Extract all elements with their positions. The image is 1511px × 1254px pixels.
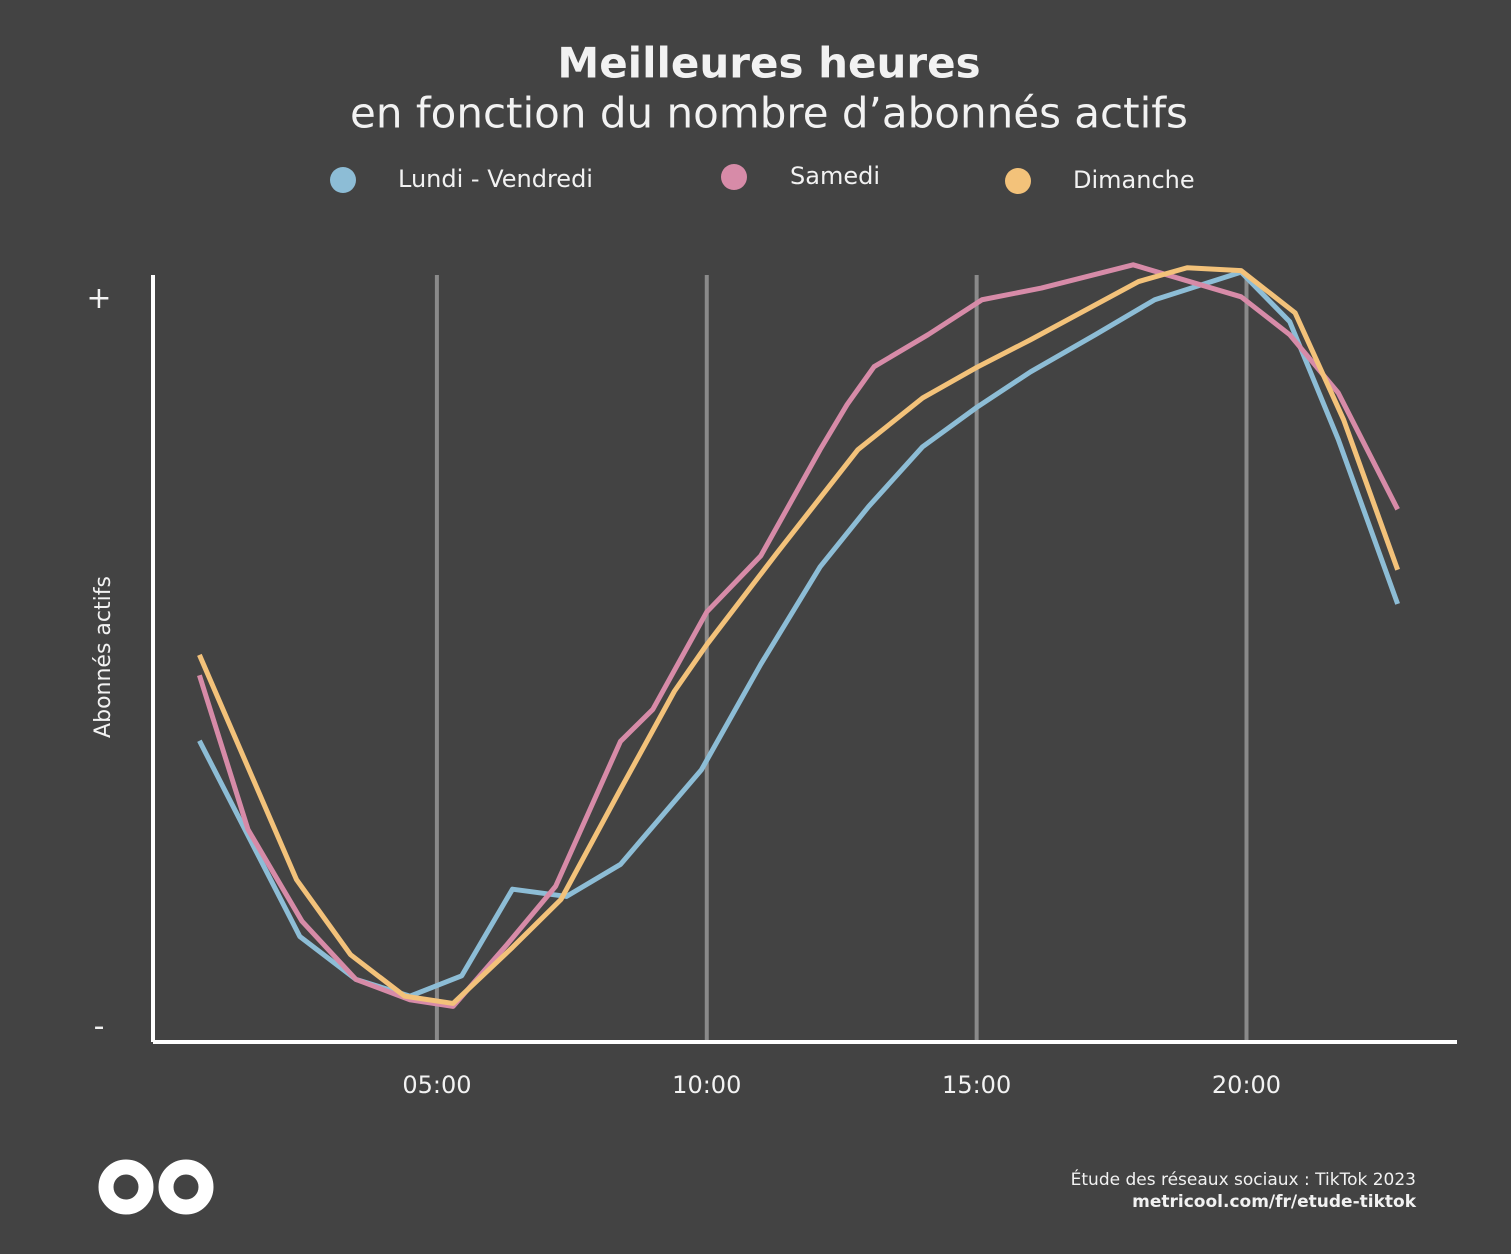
- legend-marker: [330, 167, 356, 193]
- y-tick-label: +: [86, 281, 111, 316]
- logo-ring: [158, 1159, 214, 1215]
- chart-subtitle: en fonction du nombre d’abonnés actifs: [350, 89, 1188, 138]
- legend-label: Lundi - Vendredi: [398, 165, 593, 193]
- legend-label: Dimanche: [1073, 166, 1195, 194]
- source: Étude des réseaux sociaux : TikTok 2023: [1071, 1168, 1416, 1190]
- series-line: [197, 269, 1400, 999]
- y-axis-label: Abonnés actifs: [91, 576, 116, 738]
- x-tick-label: 05:00: [402, 1071, 471, 1099]
- x-tick-label: 15:00: [942, 1071, 1011, 1099]
- x-tick-label: 10:00: [672, 1071, 741, 1099]
- series-line: [197, 265, 1400, 1006]
- y-tick-label: -: [94, 1009, 105, 1044]
- legend-marker: [1005, 168, 1031, 194]
- logo-ring: [98, 1159, 154, 1215]
- x-tick-label: 20:00: [1212, 1071, 1281, 1099]
- source-url: metricool.com/fr/etude-tiktok: [1132, 1192, 1417, 1212]
- legend-label: Samedi: [790, 162, 880, 190]
- chart-title: Meilleures heures: [557, 39, 980, 88]
- logo: [98, 1159, 214, 1215]
- series-line: [197, 262, 1400, 1009]
- legend-marker: [721, 164, 747, 190]
